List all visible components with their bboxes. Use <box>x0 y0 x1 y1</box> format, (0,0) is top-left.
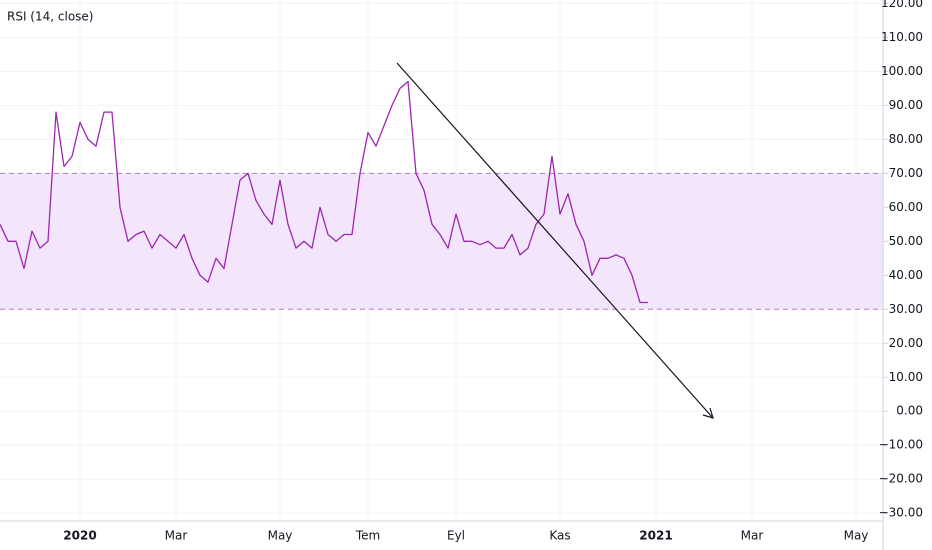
y-tick-label: 30.00 <box>889 302 923 316</box>
x-tick-label: Mar <box>741 529 764 543</box>
plot <box>0 80 883 310</box>
y-tick-label: 120.00 <box>881 0 923 10</box>
x-tick-label: May <box>268 529 293 543</box>
y-tick-label: 90.00 <box>889 98 923 112</box>
y-tick-label: 20.00 <box>889 336 923 350</box>
x-tick-label: Eyl <box>447 529 465 543</box>
y-tick-label: 40.00 <box>889 268 923 282</box>
y-tick-label: 100.00 <box>881 64 923 78</box>
y-tick-label: 110.00 <box>881 30 923 44</box>
y-tick-label: 70.00 <box>889 166 923 180</box>
band <box>0 173 883 310</box>
arrow-head <box>702 407 714 419</box>
y-tick-label: 10.00 <box>889 370 923 384</box>
x-tick-label: Mar <box>165 529 188 543</box>
y-tick-label: −20.00 <box>879 472 923 486</box>
y-tick-label: 0.00 <box>896 404 923 418</box>
y-tick-label: 80.00 <box>889 132 923 146</box>
trend-line <box>396 62 714 419</box>
rsi-line <box>0 80 648 304</box>
y-tick-label: 60.00 <box>889 200 923 214</box>
y-tick-label: −10.00 <box>879 438 923 452</box>
y-tick-label: −30.00 <box>879 506 923 520</box>
chart-title: RSI (14, close) <box>7 10 93 24</box>
x-tick-label: 2021 <box>639 529 672 543</box>
x-tick-label: May <box>844 529 869 543</box>
x-tick-label: 2020 <box>63 529 96 543</box>
y-tick-label: 50.00 <box>889 234 923 248</box>
x-tick-label: Kas <box>549 529 570 543</box>
x-tick-label: Tem <box>355 529 380 543</box>
